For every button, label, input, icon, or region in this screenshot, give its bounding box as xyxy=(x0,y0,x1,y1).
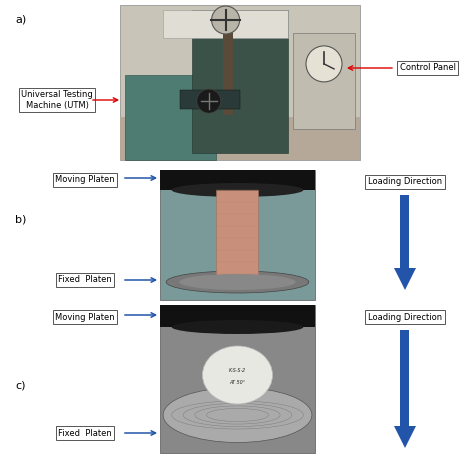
Ellipse shape xyxy=(202,346,273,404)
Text: b): b) xyxy=(15,215,27,225)
Bar xyxy=(160,305,315,453)
Text: Moving Platen: Moving Platen xyxy=(55,175,115,185)
Bar xyxy=(160,170,315,300)
Circle shape xyxy=(306,46,342,82)
Bar xyxy=(180,90,240,109)
Bar xyxy=(401,195,410,268)
Text: AT 50°: AT 50° xyxy=(229,380,246,385)
FancyArrow shape xyxy=(394,268,416,290)
Bar xyxy=(120,5,360,160)
Bar xyxy=(125,75,216,160)
Bar xyxy=(293,33,355,129)
Text: c): c) xyxy=(15,380,26,390)
Bar xyxy=(160,305,315,327)
Ellipse shape xyxy=(172,183,303,197)
Text: Loading Direction: Loading Direction xyxy=(368,178,442,186)
Bar xyxy=(160,170,315,190)
Text: Moving Platen: Moving Platen xyxy=(55,312,115,322)
Text: Control Panel: Control Panel xyxy=(400,64,456,72)
Bar xyxy=(192,10,288,153)
Bar xyxy=(223,30,233,115)
Text: Universal Testing
Machine (UTM): Universal Testing Machine (UTM) xyxy=(21,90,93,110)
Ellipse shape xyxy=(166,271,309,293)
Circle shape xyxy=(197,89,221,113)
FancyArrow shape xyxy=(394,426,416,448)
Text: Loading Direction: Loading Direction xyxy=(368,312,442,322)
Text: Fixed  Platen: Fixed Platen xyxy=(58,276,112,284)
Text: a): a) xyxy=(15,14,26,24)
Circle shape xyxy=(211,6,239,34)
Bar xyxy=(120,117,360,160)
Bar xyxy=(216,190,258,280)
Ellipse shape xyxy=(179,274,296,290)
Ellipse shape xyxy=(163,387,312,442)
Ellipse shape xyxy=(172,320,303,334)
Bar xyxy=(163,10,288,38)
Text: Fixed  Platen: Fixed Platen xyxy=(58,429,112,437)
Text: K·S·S·2: K·S·S·2 xyxy=(229,367,246,372)
Bar xyxy=(401,330,410,426)
